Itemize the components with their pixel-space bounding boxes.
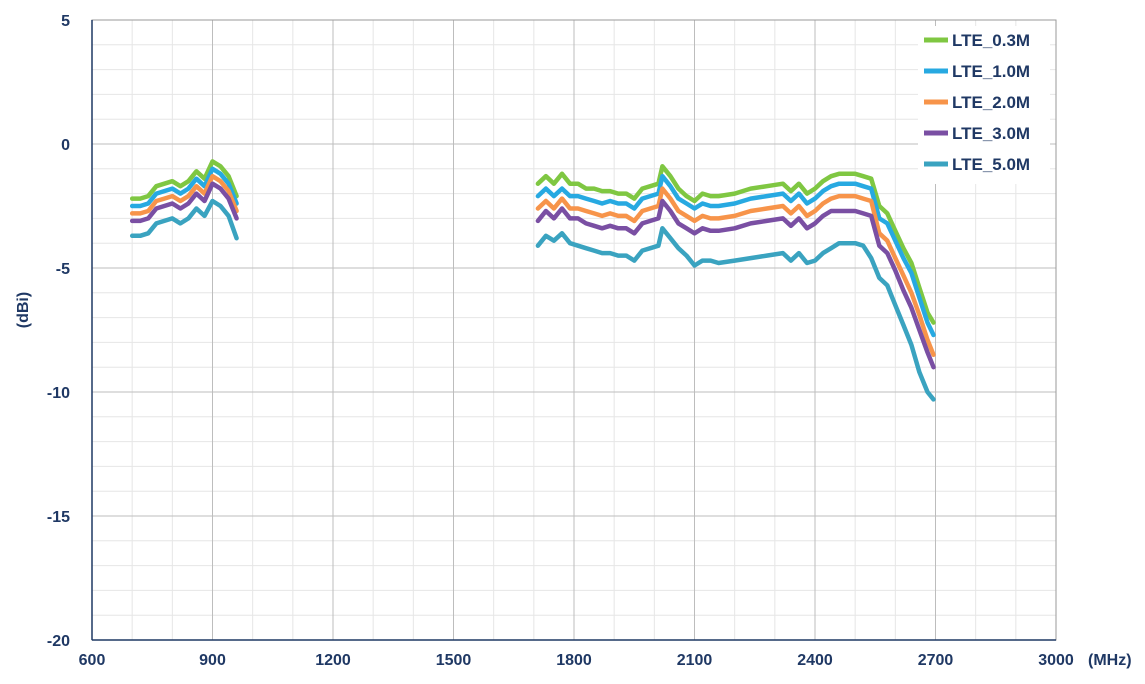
legend-label: LTE_5.0M: [952, 155, 1030, 174]
x-tick-label: 1200: [315, 652, 351, 669]
series-line-lte-3-0m: [535, 198, 936, 370]
series-line-lte-2-0m: [129, 173, 239, 216]
y-tick-label: 5: [61, 13, 70, 30]
series-line-lte-2-0m: [535, 186, 936, 358]
series-line-lte-1-0m: [129, 166, 239, 209]
series-layer: [129, 159, 936, 402]
x-tick-label: 2400: [797, 652, 833, 669]
legend-label: LTE_1.0M: [952, 62, 1030, 81]
x-tick-labels: 600 900 1200 1500 1800 2100 2400 2700 3000: [79, 652, 1074, 669]
legend-background: [918, 26, 1050, 184]
y-tick-label: -20: [47, 633, 70, 650]
y-tick-labels: 5 0 -5 -10 -15 -20: [47, 13, 70, 650]
y-axis-title: (dBi): [15, 292, 32, 328]
series-line-lte-3-0m: [129, 181, 239, 224]
major-gridlines: [91, 19, 1057, 641]
series-line-lte-5-0m: [129, 198, 239, 241]
x-tick-label: 600: [79, 652, 106, 669]
x-tick-label: 1800: [556, 652, 592, 669]
x-axis-title: (MHz): [1088, 652, 1132, 669]
series-line-lte-0-3m: [535, 164, 936, 325]
legend-label: LTE_0.3M: [952, 31, 1030, 50]
y-tick-label: -10: [47, 385, 70, 402]
series-line-lte-0-3m: [129, 159, 239, 201]
y-tick-label: -5: [56, 261, 70, 278]
x-tick-label: 2700: [918, 652, 954, 669]
series-line-lte-5-0m: [535, 226, 936, 402]
x-tick-label: 900: [199, 652, 226, 669]
y-tick-label: -15: [47, 509, 70, 526]
legend-label: LTE_3.0M: [952, 124, 1030, 143]
x-tick-label: 1500: [436, 652, 472, 669]
plot-frame: [91, 19, 1057, 641]
legend-label: LTE_2.0M: [952, 93, 1030, 112]
x-tick-label: 3000: [1038, 652, 1074, 669]
legend: LTE_0.3M LTE_1.0M LTE_2.0M LTE_3.0M LTE_5.0M: [918, 26, 1050, 184]
series-line-lte-1-0m: [535, 173, 936, 338]
x-tick-label: 2100: [677, 652, 713, 669]
y-tick-label: 0: [61, 137, 70, 154]
